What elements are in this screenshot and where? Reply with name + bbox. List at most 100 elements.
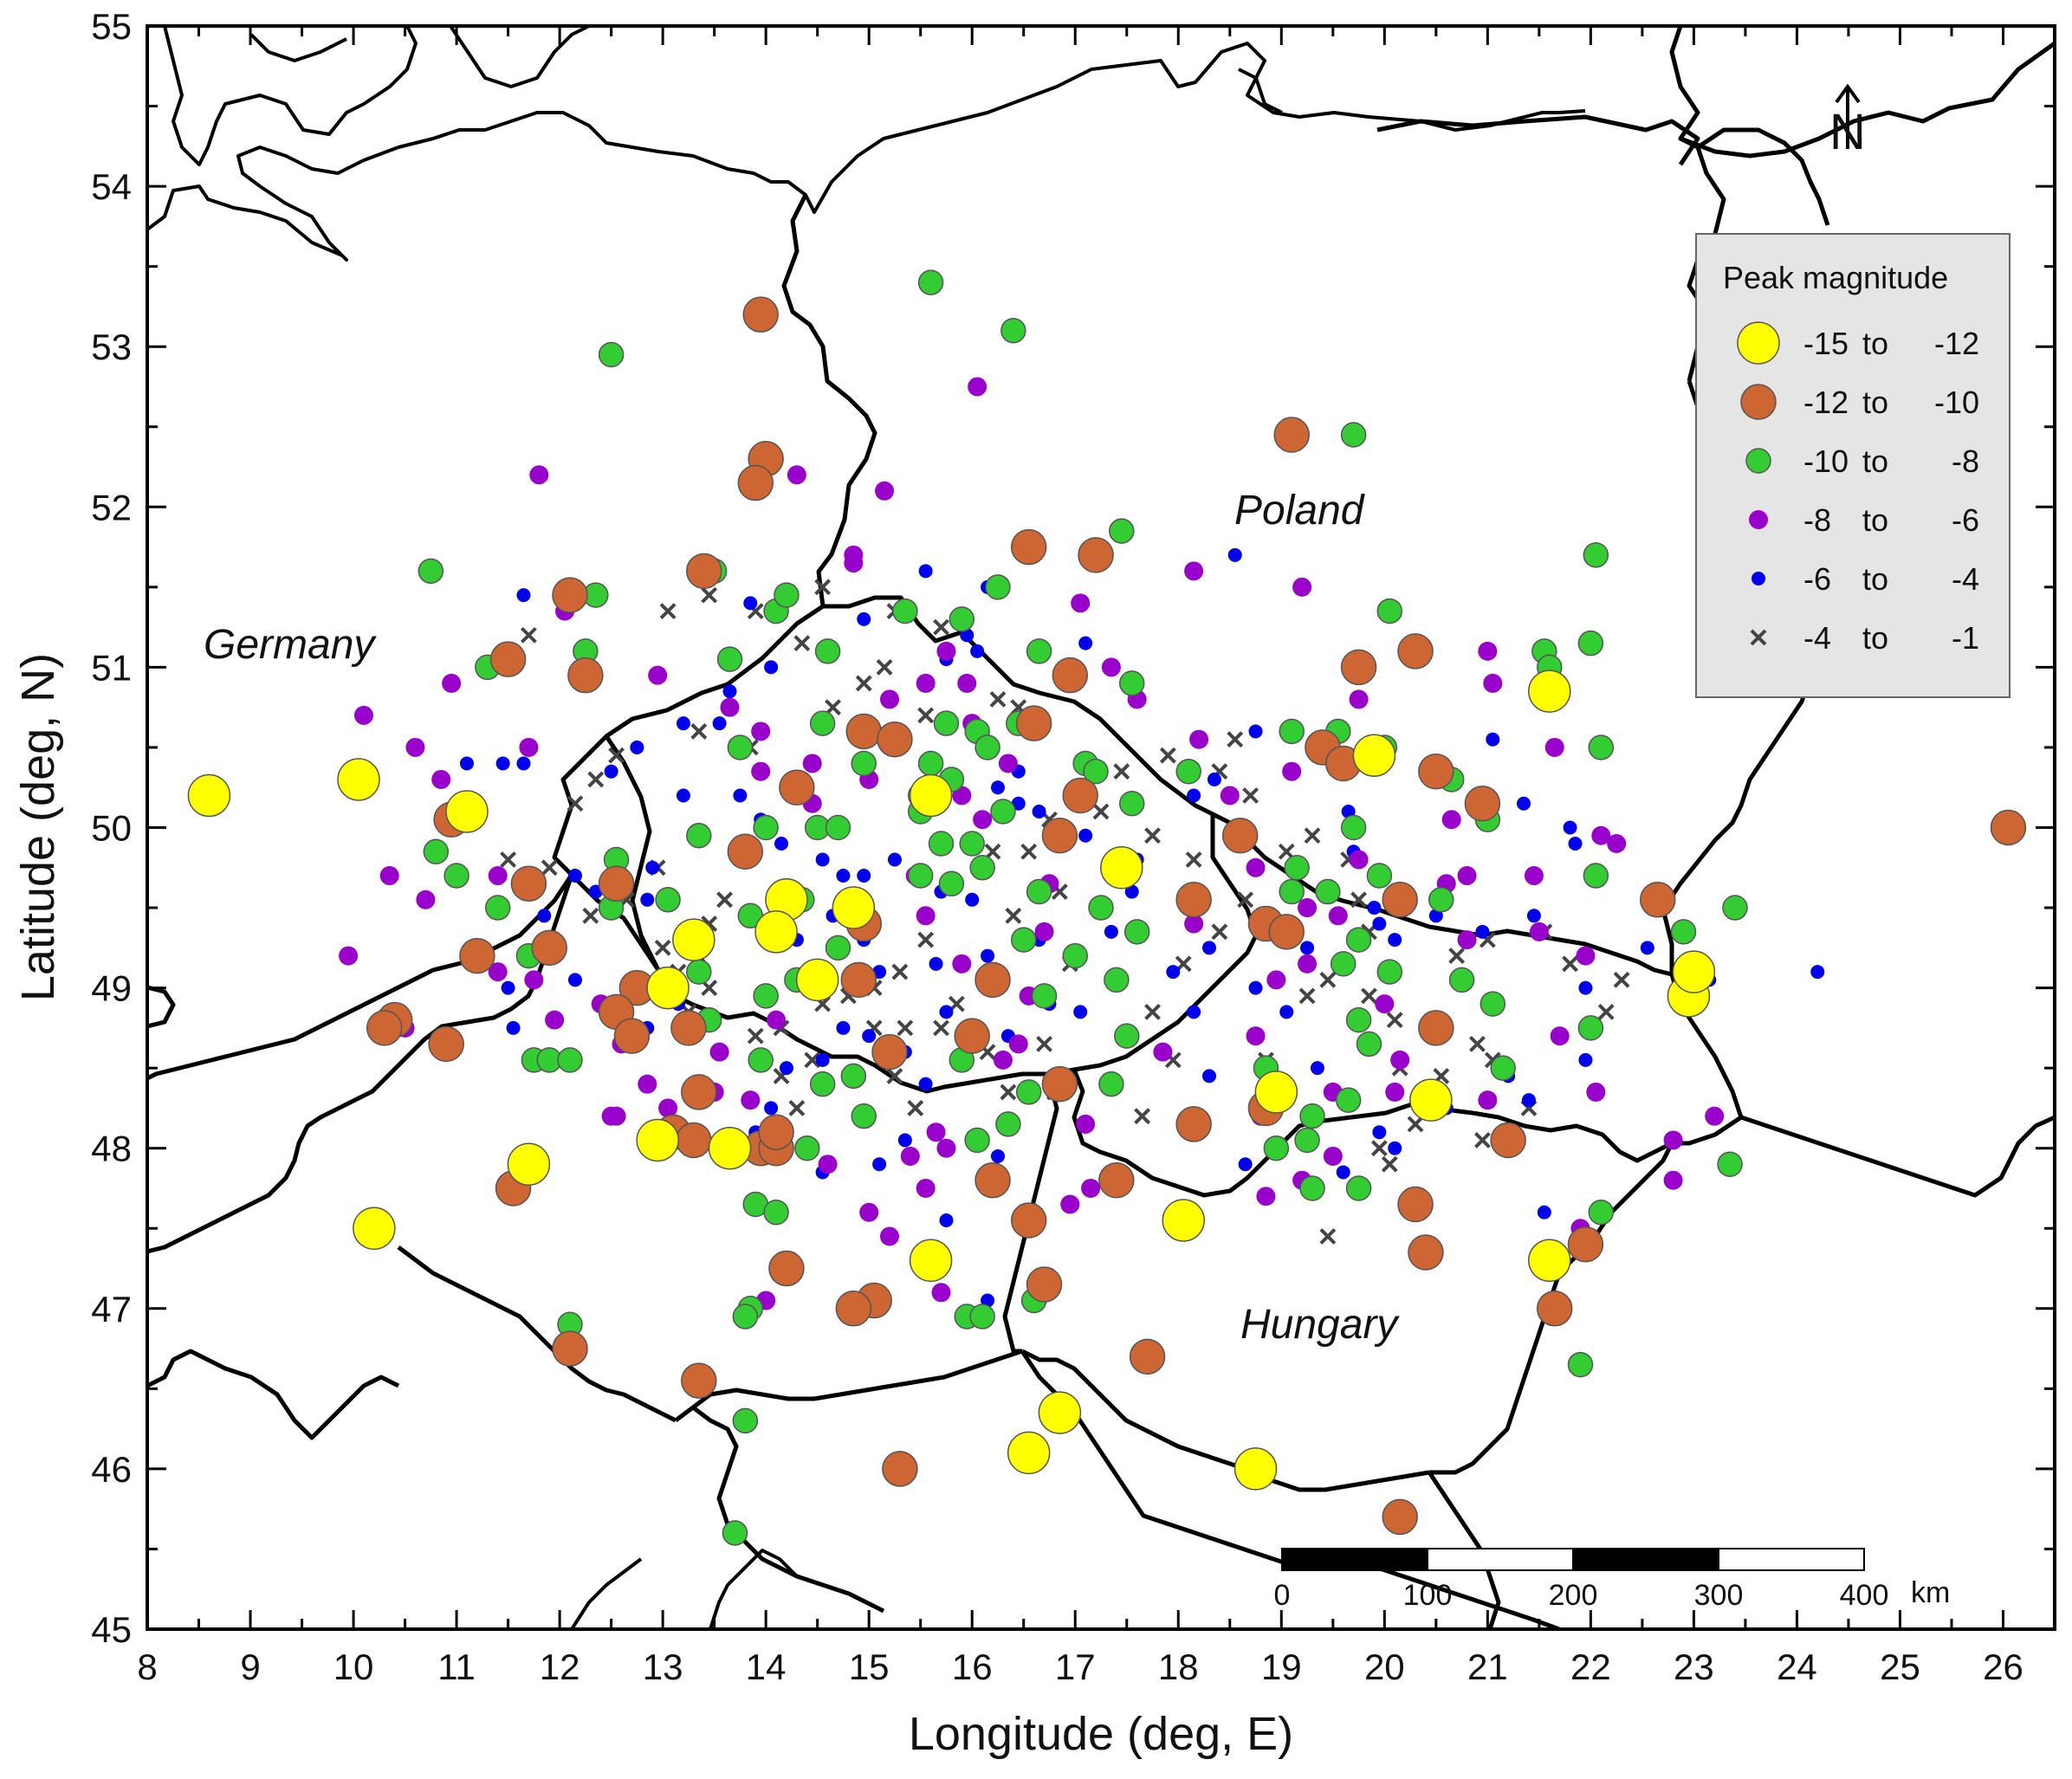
legend-to: to — [1862, 502, 1888, 538]
data-point — [1490, 1122, 1526, 1159]
data-point — [1007, 1431, 1051, 1475]
data-point — [613, 1018, 651, 1054]
data-point — [836, 1020, 851, 1035]
data-point — [968, 377, 987, 397]
data-point — [1340, 649, 1377, 686]
data-point — [709, 1042, 729, 1062]
data-point — [686, 823, 712, 849]
data-point — [1315, 878, 1341, 905]
data-point — [598, 341, 625, 368]
data-point — [768, 1250, 805, 1287]
data-point — [1298, 987, 1316, 1005]
data-point — [882, 1451, 918, 1487]
data-point — [900, 1146, 920, 1166]
data-point — [1367, 901, 1382, 915]
data-point — [1480, 991, 1506, 1017]
data-point — [654, 939, 671, 956]
data-point — [969, 1304, 995, 1329]
data-point — [1441, 810, 1461, 830]
x-tick-label: 12 — [540, 1646, 580, 1687]
data-point — [1101, 657, 1121, 677]
data-point — [1428, 887, 1454, 913]
data-point — [974, 1161, 1011, 1199]
data-point — [840, 1063, 867, 1090]
data-point — [658, 1098, 678, 1118]
data-point — [1098, 1161, 1135, 1199]
data-point — [1036, 1035, 1052, 1052]
legend-marker — [1745, 448, 1771, 474]
data-point — [1810, 965, 1825, 980]
x-tick-label: 14 — [746, 1646, 787, 1687]
data-point — [681, 1362, 717, 1399]
data-point — [793, 635, 811, 652]
data-point — [1672, 950, 1716, 993]
data-point — [1386, 1012, 1403, 1029]
data-point — [851, 750, 877, 777]
data-point — [1184, 561, 1204, 581]
data-point — [507, 1142, 551, 1186]
x-tick-label: 17 — [1055, 1646, 1096, 1687]
data-point — [928, 831, 955, 857]
data-point — [1526, 909, 1541, 923]
data-point — [1175, 758, 1201, 785]
data-point — [804, 1051, 821, 1069]
data-point — [1062, 942, 1088, 969]
data-point — [1041, 818, 1078, 854]
data-point — [646, 966, 690, 1010]
data-point — [1256, 1187, 1276, 1206]
data-point — [630, 740, 644, 754]
data-point — [1026, 638, 1052, 664]
data-point — [727, 833, 764, 870]
data-point — [751, 761, 771, 781]
data-point — [557, 1047, 583, 1073]
data-point — [929, 956, 943, 971]
legend-max: -8 — [1952, 443, 1979, 479]
data-point — [1340, 814, 1367, 841]
data-point — [1083, 758, 1109, 785]
data-point — [1388, 933, 1402, 948]
data-point — [1184, 914, 1204, 934]
data-point — [767, 1010, 787, 1030]
data-point — [1663, 1130, 1683, 1150]
scale-label-200: 200 — [1549, 1579, 1598, 1612]
data-point — [1328, 906, 1348, 926]
data-point — [1408, 1234, 1444, 1271]
y-tick-label: 51 — [91, 647, 132, 688]
legend-min: -6 — [1803, 561, 1831, 597]
data-point — [1490, 1055, 1516, 1081]
data-point — [1294, 1127, 1320, 1154]
data-point — [1376, 598, 1403, 624]
legend-entry: -6 to -4 — [1751, 561, 1979, 597]
data-point — [1597, 1003, 1615, 1020]
data-point — [1032, 804, 1046, 818]
data-point — [1078, 636, 1093, 650]
data-point — [753, 983, 779, 1009]
data-point — [1279, 718, 1305, 745]
data-point — [891, 963, 909, 980]
data-point — [1563, 820, 1577, 835]
country-label-germany: Germany — [204, 622, 377, 668]
data-point — [1586, 1082, 1606, 1102]
data-point — [520, 626, 537, 644]
data-point — [1011, 796, 1026, 811]
data-point — [1010, 528, 1047, 566]
x-tick-label: 21 — [1467, 1646, 1508, 1687]
data-point — [1284, 855, 1310, 881]
data-point — [1517, 796, 1531, 811]
data-point — [712, 716, 727, 731]
data-point — [1124, 884, 1139, 899]
legend-min: -4 — [1803, 620, 1831, 656]
data-point — [753, 814, 779, 841]
y-tick-label: 49 — [91, 968, 132, 1009]
data-point — [892, 598, 918, 624]
data-point — [1034, 922, 1054, 941]
data-point — [552, 1330, 588, 1367]
data-point — [1990, 809, 2027, 846]
data-point — [1279, 1005, 1294, 1019]
data-point — [877, 721, 913, 758]
data-point — [787, 465, 806, 485]
data-point — [716, 646, 743, 672]
data-point — [459, 937, 495, 974]
data-point — [659, 603, 677, 620]
data-point — [907, 1100, 924, 1116]
